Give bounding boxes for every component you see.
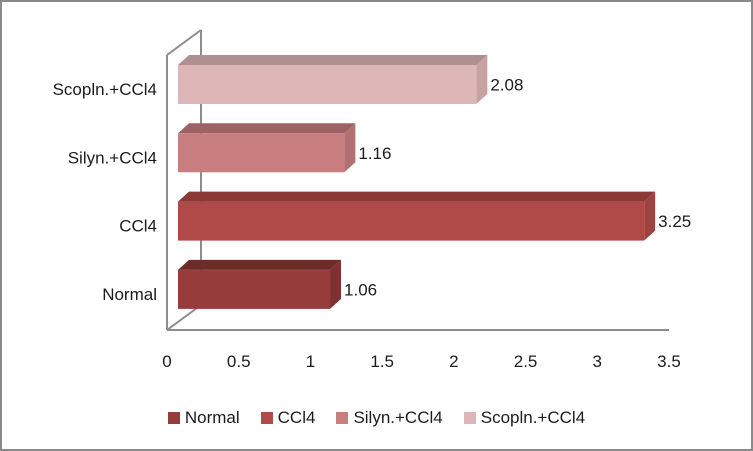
- bar-end-face: [476, 55, 488, 104]
- x-axis-tick-label: 0: [162, 352, 171, 371]
- x-axis-tick-label: 2.5: [514, 352, 538, 371]
- x-axis-tick-label: 2: [449, 352, 458, 371]
- legend-label: Scopln.+CCl4: [480, 408, 586, 427]
- legend-swatch-icon: [463, 412, 476, 424]
- category-axis-label: Silyn.+CCl4: [68, 148, 157, 167]
- legend-swatch-icon: [167, 412, 180, 424]
- bar-value-label: 1.06: [344, 280, 377, 299]
- bar-top-face: [178, 191, 656, 202]
- category-axis-label: CCl4: [119, 217, 157, 236]
- bar-front-face: [178, 65, 477, 104]
- x-axis-tick-label: 3.5: [657, 352, 681, 371]
- bar-end-face: [644, 191, 656, 241]
- x-axis-tick-label: 1.5: [370, 352, 394, 371]
- bar-value-label: 2.08: [490, 76, 523, 95]
- chart-floor-left-edge: [166, 304, 202, 331]
- bar-value-label: 3.25: [658, 212, 691, 231]
- bar-end-face: [330, 259, 342, 309]
- bar-top-face: [178, 259, 342, 270]
- x-axis-tick-label: 1: [306, 352, 315, 371]
- bar-end-face: [344, 123, 356, 173]
- legend-item: CCl4: [260, 408, 316, 428]
- legend-label: Silyn.+CCl4: [353, 408, 443, 427]
- bar-front-face: [178, 201, 645, 241]
- legend-item: Normal: [167, 408, 240, 428]
- legend-item: Silyn.+CCl4: [336, 408, 443, 428]
- category-axis-label: Scopln.+CCl4: [53, 80, 157, 99]
- legend-swatch-icon: [260, 412, 273, 424]
- bar-front-face: [178, 133, 345, 173]
- bar-front-face: [178, 269, 331, 309]
- chart-legend: Normal CCl4 Silyn.+CCl4 Scopln.+CCl4: [2, 408, 751, 428]
- x-axis-tick-label: 0.5: [227, 352, 251, 371]
- legend-label: CCl4: [277, 408, 316, 427]
- legend-label: Normal: [184, 408, 240, 427]
- bar-top-face: [178, 123, 356, 134]
- category-axis-label: Normal: [102, 285, 157, 304]
- bar-value-label: 1.16: [358, 144, 391, 163]
- legend-item: Scopln.+CCl4: [463, 408, 586, 428]
- legend-swatch-icon: [336, 412, 349, 424]
- chart-wall-top-edge: [166, 29, 202, 56]
- x-axis-tick-label: 3: [593, 352, 602, 371]
- bar-top-face: [178, 55, 488, 65]
